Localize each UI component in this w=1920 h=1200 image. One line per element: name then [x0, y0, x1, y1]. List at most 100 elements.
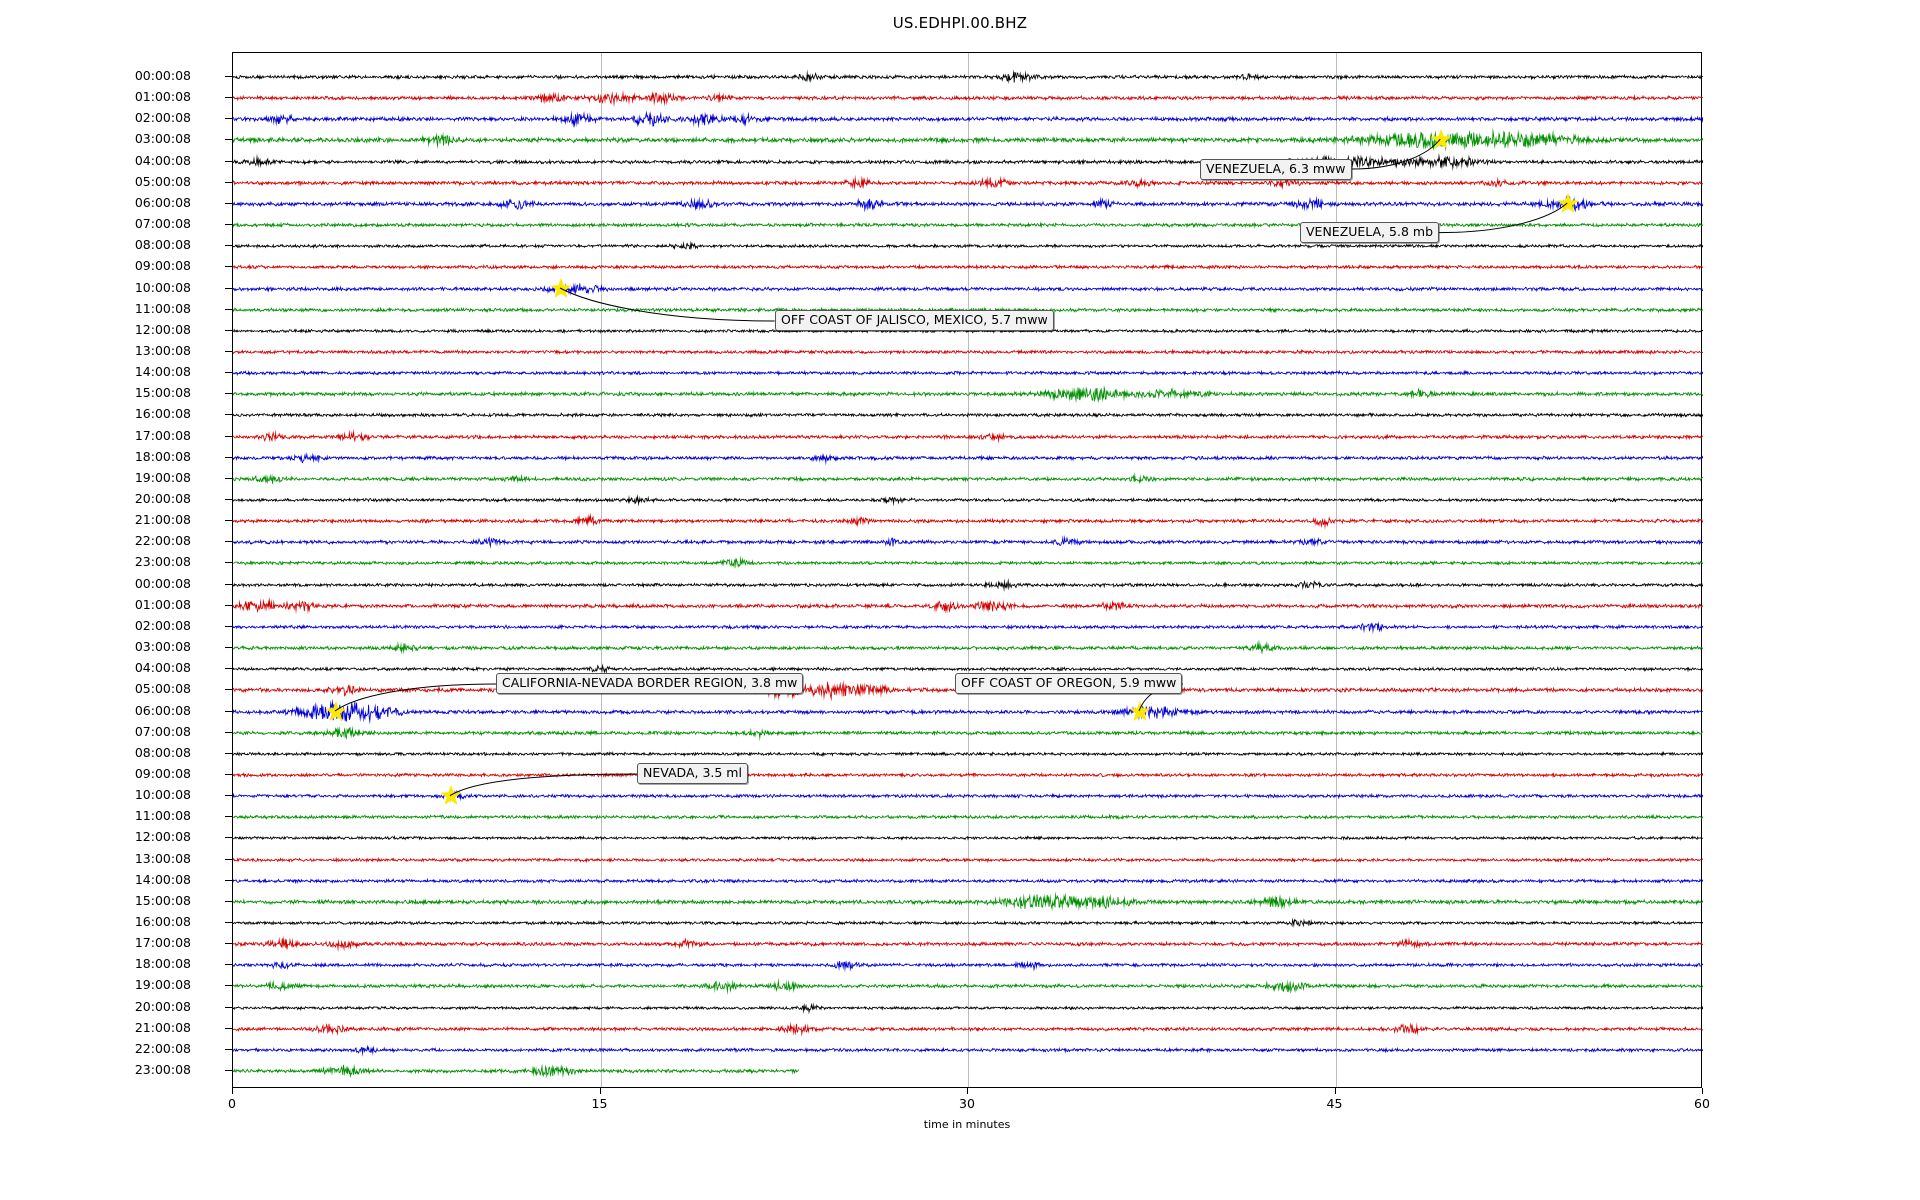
y-tick-mark: [225, 816, 232, 818]
y-tick-label: 05:00:08: [134, 681, 191, 697]
y-tick-mark: [225, 900, 232, 902]
y-tick-mark: [225, 1048, 232, 1050]
x-tick-mark-30: [967, 1088, 968, 1094]
x-axis-title: time in minutes: [923, 1118, 1011, 1131]
y-tick-mark: [225, 710, 232, 712]
y-tick-label: 14:00:08: [134, 364, 191, 380]
y-tick-label: 17:00:08: [134, 935, 191, 951]
page-title: US.EDHPI.00.BHZ: [892, 14, 1028, 32]
y-tick-label: 07:00:08: [134, 723, 191, 739]
y-tick-mark: [225, 1070, 232, 1072]
y-tick-mark: [225, 964, 232, 966]
y-tick-label: 21:00:08: [134, 1019, 191, 1035]
y-tick-label: 23:00:08: [134, 554, 191, 570]
y-tick-label: 11:00:08: [134, 300, 191, 316]
y-tick-label: 01:00:08: [134, 89, 191, 105]
y-tick-label: 09:00:08: [134, 258, 191, 274]
y-tick-label: 06:00:08: [134, 702, 191, 718]
y-tick-label: 19:00:08: [134, 977, 191, 993]
y-tick-label: 04:00:08: [134, 660, 191, 676]
y-tick-mark: [225, 499, 232, 500]
y-tick-mark: [225, 1027, 232, 1029]
y-tick-mark: [225, 435, 232, 437]
y-tick-label: 00:00:08: [134, 68, 191, 83]
y-tick-mark: [225, 520, 232, 522]
trace-row: [233, 1058, 1703, 1085]
y-tick-label: 12:00:08: [134, 321, 191, 337]
y-tick-mark: [225, 583, 232, 585]
y-tick-mark: [225, 943, 232, 945]
y-tick-label: 00:00:08: [134, 575, 191, 591]
y-tick-mark: [225, 456, 232, 458]
y-tick-label: 03:00:08: [134, 131, 191, 147]
y-tick-label: 04:00:08: [134, 152, 191, 168]
y-tick-mark: [225, 181, 232, 183]
y-tick-mark: [225, 266, 232, 268]
event-annotation[interactable]: VENEZUELA, 5.8 mb: [1300, 222, 1440, 243]
y-tick-label: 13:00:08: [134, 342, 191, 358]
x-tick-mark-15: [599, 1088, 601, 1094]
y-tick-label: 07:00:08: [134, 216, 191, 232]
x-tick-mark-45: [1334, 1088, 1336, 1094]
y-tick-mark: [225, 76, 232, 77]
y-tick-label: 14:00:08: [134, 871, 191, 887]
y-tick-mark: [225, 689, 232, 691]
y-tick-mark: [225, 752, 232, 754]
y-tick-label: 10:00:08: [134, 787, 191, 803]
y-tick-mark: [225, 985, 232, 987]
y-tick-mark: [225, 647, 232, 649]
x-tick-label-45: 45: [1326, 1096, 1343, 1111]
x-tick-label-15: 15: [591, 1096, 608, 1111]
y-tick-label: 02:00:08: [134, 110, 191, 126]
y-tick-label: 15:00:08: [134, 892, 191, 908]
y-tick-mark: [225, 668, 232, 670]
event-annotation[interactable]: OFF COAST OF OREGON, 5.9 mww: [955, 673, 1183, 694]
y-tick-label: 20:00:08: [134, 998, 191, 1014]
y-tick-mark: [225, 604, 232, 606]
event-annotation[interactable]: OFF COAST OF JALISCO, MEXICO, 5.7 mww: [775, 310, 1054, 331]
event-annotation[interactable]: CALIFORNIA-NEVADA BORDER REGION, 3.8 mw: [496, 673, 804, 694]
y-tick-mark: [225, 731, 232, 733]
y-tick-label: 09:00:08: [134, 765, 191, 781]
y-tick-label: 13:00:08: [134, 850, 191, 866]
event-annotation[interactable]: NEVADA, 3.5 ml: [637, 763, 748, 784]
y-tick-mark: [225, 245, 232, 247]
y-tick-mark: [225, 477, 232, 479]
y-tick-label: 22:00:08: [134, 533, 191, 549]
x-tick-label-60: 60: [1694, 1096, 1710, 1111]
x-tick-label-0: 0: [228, 1096, 236, 1111]
x-tick-mark-60: [1702, 1088, 1703, 1094]
y-tick-mark: [225, 308, 232, 310]
y-tick-label: 18:00:08: [134, 956, 191, 972]
event-annotation[interactable]: VENEZUELA, 6.3 mww: [1200, 159, 1352, 180]
y-tick-mark: [225, 287, 232, 289]
y-tick-mark: [225, 541, 232, 543]
y-tick-mark: [225, 350, 232, 352]
y-tick-label: 18:00:08: [134, 448, 191, 464]
x-tick-mark-0: [232, 1088, 233, 1094]
plot-area: [232, 52, 1703, 1088]
y-tick-mark: [225, 97, 232, 99]
y-tick-mark: [225, 795, 232, 797]
y-tick-mark: [225, 160, 232, 162]
y-tick-label: 17:00:08: [134, 427, 191, 443]
y-tick-label: 16:00:08: [134, 406, 191, 422]
y-tick-mark: [225, 202, 232, 204]
y-tick-mark: [225, 837, 232, 839]
y-tick-mark: [225, 414, 232, 416]
y-tick-mark: [225, 372, 232, 374]
y-tick-mark: [225, 139, 232, 141]
y-tick-mark: [225, 118, 232, 120]
y-tick-label: 01:00:08: [134, 596, 191, 612]
y-tick-mark: [225, 625, 232, 627]
y-tick-label: 06:00:08: [134, 194, 191, 210]
y-tick-label: 05:00:08: [134, 173, 191, 189]
y-tick-mark: [225, 393, 232, 395]
y-tick-mark: [225, 879, 232, 881]
y-tick-label: 21:00:08: [134, 512, 191, 528]
y-tick-label: 16:00:08: [134, 914, 191, 929]
y-tick-label: 15:00:08: [134, 385, 191, 401]
y-tick-mark: [225, 329, 232, 331]
y-tick-label: 03:00:08: [134, 639, 191, 655]
